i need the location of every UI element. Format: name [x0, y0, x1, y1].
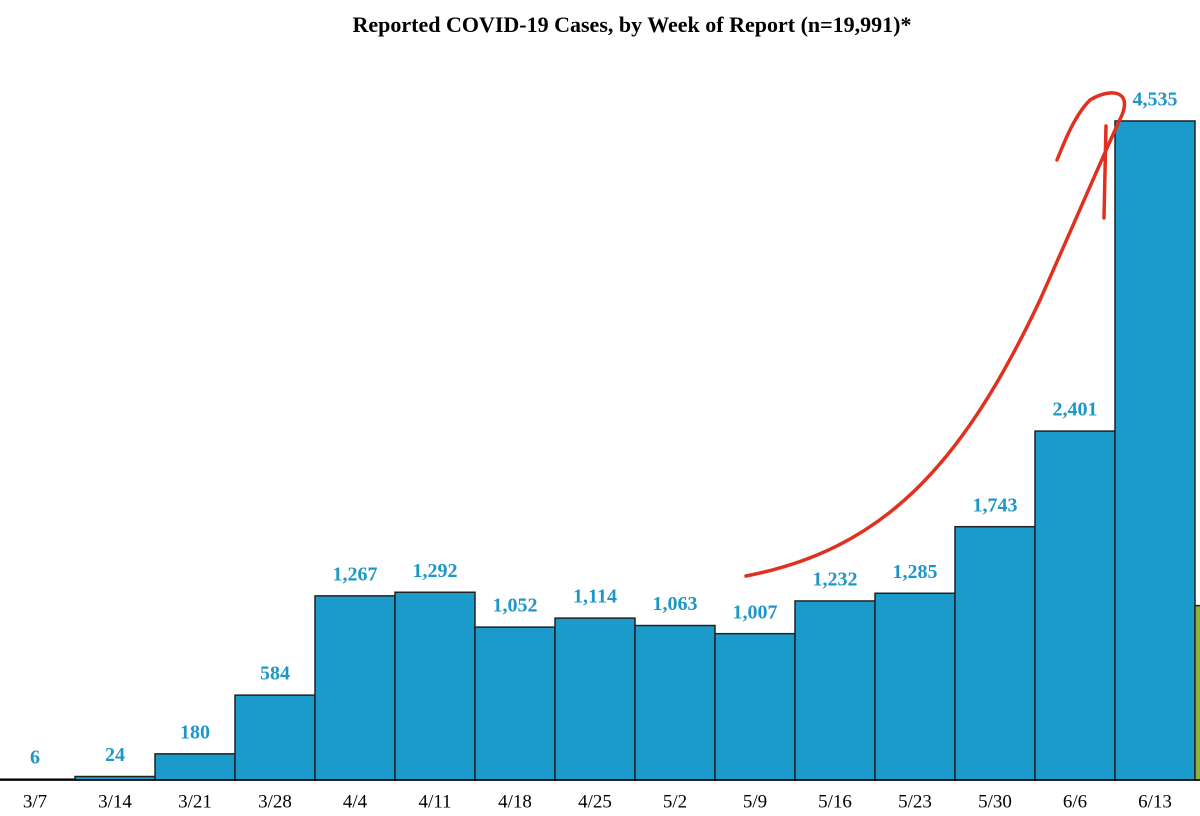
bar [394, 591, 476, 781]
value-label: 1,052 [493, 595, 538, 617]
x-tick-label: 4/4 [343, 791, 368, 812]
value-label: 180 [180, 721, 210, 743]
bar [1114, 120, 1196, 781]
plot-area [0, 120, 1200, 781]
value-label: 1,007 [733, 601, 778, 623]
value-label: 1,285 [893, 561, 938, 583]
annotation-arrow [744, 91, 1127, 578]
x-tick-label: 4/25 [578, 791, 612, 812]
bar [874, 592, 956, 781]
bar [474, 626, 556, 781]
value-label: 1,063 [653, 593, 698, 615]
bar [554, 617, 636, 781]
x-tick-label: 4/18 [498, 791, 532, 812]
value-label: 1,114 [573, 586, 617, 608]
value-label: 24 [105, 744, 125, 766]
x-tick-label: 6/13 [1138, 791, 1172, 812]
bar [794, 600, 876, 781]
bar [1194, 604, 1200, 781]
x-tick-label: 4/11 [418, 791, 451, 812]
x-tick-label: 5/9 [743, 791, 767, 812]
value-label: 1,232 [813, 569, 858, 591]
x-tick-label: 3/28 [258, 791, 292, 812]
chart-title: Reported COVID-19 Cases, by Week of Repo… [352, 12, 911, 37]
value-label: 1,292 [413, 560, 458, 582]
x-tick-label: 5/16 [818, 791, 852, 812]
bar [314, 595, 396, 781]
x-tick-label: 5/30 [978, 791, 1012, 812]
arrow-curve [744, 91, 1127, 578]
bar [714, 632, 796, 781]
x-tick-label: 3/14 [98, 791, 132, 812]
bar [234, 694, 316, 781]
x-tick-label: 5/23 [898, 791, 932, 812]
x-tick-label: 5/2 [663, 791, 687, 812]
value-label: 1,267 [333, 563, 378, 585]
value-label: 584 [260, 663, 290, 685]
bar [634, 624, 716, 781]
x-tick-label: 3/21 [178, 791, 212, 812]
x-tick-label: 3/7 [23, 791, 47, 812]
arrow-stroke [1102, 124, 1108, 220]
value-label: 1,743 [973, 494, 1018, 516]
value-label: 6 [30, 747, 40, 769]
value-label: 2,401 [1053, 399, 1098, 421]
bar [1034, 430, 1116, 781]
x-tick-label: 6/6 [1063, 791, 1087, 812]
value-label: 4,535 [1133, 89, 1178, 111]
bar [154, 753, 236, 781]
bar [954, 525, 1036, 781]
